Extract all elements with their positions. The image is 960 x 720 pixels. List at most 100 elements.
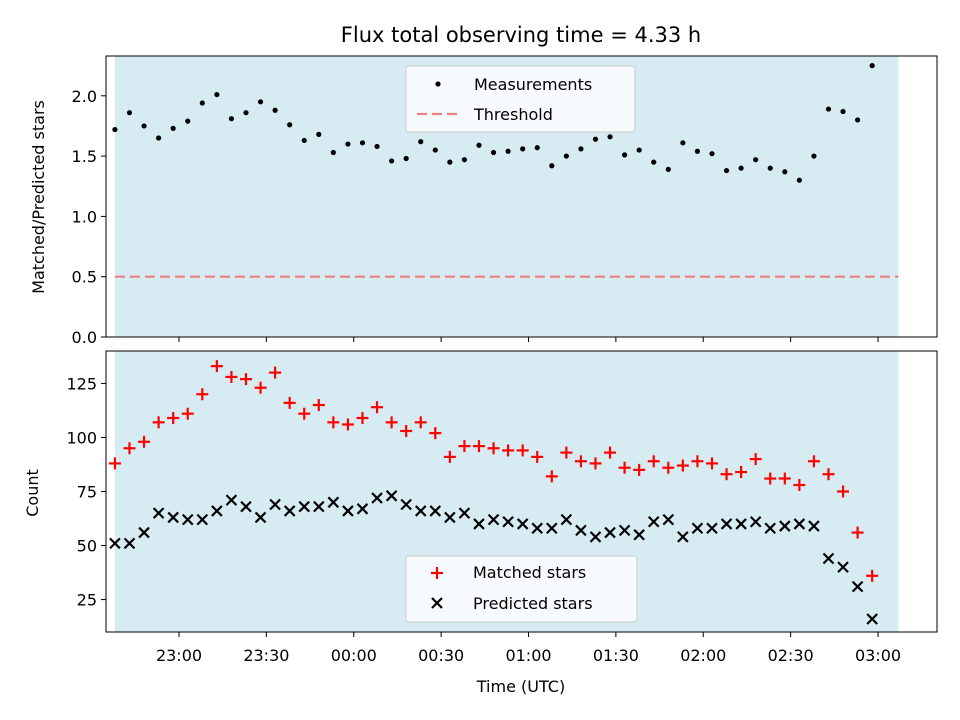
measurement-point	[432, 147, 438, 153]
measurement-point	[578, 146, 584, 152]
y-tick: 100	[66, 428, 106, 447]
matched-star-point	[618, 461, 631, 474]
matched-star-point	[472, 440, 485, 453]
matched-star-point	[633, 463, 646, 476]
matched-star-point	[108, 457, 121, 470]
x-tick-label: 02:30	[768, 646, 814, 665]
bottom-x-ticks: 23:00 23:30 00:00 00:30 01:00 01:30 02:00 02:30…	[156, 632, 901, 665]
x-tick-label: 00:30	[418, 646, 464, 665]
matched-star-point	[778, 472, 791, 485]
matched-star-point	[720, 468, 733, 481]
predicted-star-point	[618, 524, 631, 537]
matched-star-point	[152, 416, 165, 429]
matched-star-point	[400, 424, 413, 437]
matched-star-point	[793, 479, 806, 492]
x-tick: 02:00	[680, 632, 726, 665]
measurement-point	[811, 153, 817, 159]
matched-star-point	[356, 412, 369, 425]
y-tick: 125	[66, 374, 106, 393]
measurement-point	[723, 167, 730, 174]
matched-star-point	[429, 427, 442, 440]
matched-star-point	[298, 407, 311, 420]
matched-star-point	[371, 401, 384, 414]
measurement-point	[607, 134, 613, 140]
matched-star-point	[167, 412, 180, 425]
matched-star-point	[516, 444, 529, 457]
x-axis-label: Time (UTC)	[476, 677, 565, 696]
predicted-star-point	[385, 490, 398, 502]
x-tick: 00:00	[331, 632, 377, 665]
threshold-legend-label: Threshold	[473, 105, 553, 124]
top-y-ticks: 0.0 0.5 1.0 1.5 2.0	[72, 87, 106, 347]
predicted-star-point	[356, 503, 369, 515]
measurement-point	[345, 141, 351, 147]
y-tick: 25	[77, 591, 106, 610]
predicted-star-point	[735, 518, 747, 530]
predicted-star-point	[502, 515, 514, 528]
predicted-star-point	[487, 513, 500, 526]
bottom-axes-frame	[105, 350, 938, 633]
matched-star-point	[749, 453, 762, 466]
measurement-point	[767, 165, 773, 171]
measurement-point	[272, 107, 278, 113]
matched-star-point	[604, 446, 617, 459]
matched-star-point	[210, 360, 223, 373]
predicted-star-point	[706, 522, 718, 535]
measurement-point	[228, 116, 235, 122]
measurement-point	[476, 142, 482, 148]
y-tick: 0.0	[72, 328, 106, 347]
measurement-point	[825, 106, 832, 112]
matched-star-point	[851, 526, 864, 539]
predicted-star-point	[298, 500, 311, 513]
predicted-stars-points	[109, 490, 878, 625]
matched-star-point	[545, 470, 558, 483]
y-tick-label: 100	[66, 428, 97, 447]
x-tick-label: 02:00	[680, 646, 726, 665]
predicted-star-point	[604, 526, 616, 539]
predicted-star-point	[516, 518, 529, 530]
x-tick: 00:30	[418, 632, 464, 665]
x-tick: 02:30	[768, 632, 814, 665]
predicted-star-point	[181, 513, 194, 526]
measurement-point	[359, 140, 366, 146]
y-tick-label: 125	[66, 374, 97, 393]
predicted-star-point	[720, 518, 733, 530]
measurement-point	[680, 140, 686, 146]
y-tick-label: 0.5	[72, 268, 97, 287]
matched-star-point	[647, 455, 660, 468]
matched-star-point	[385, 416, 398, 429]
matched-legend-label: Matched stars	[473, 563, 586, 582]
predicted-star-point	[269, 498, 281, 511]
matched-star-point	[589, 457, 602, 470]
measurement-point	[141, 123, 147, 129]
x-tick: 23:30	[243, 632, 289, 665]
measurement-point	[287, 122, 293, 128]
predicted-star-point	[779, 520, 791, 532]
predicted-star-point	[254, 511, 267, 524]
predicted-star-point	[677, 531, 689, 543]
measurement-point	[665, 166, 671, 172]
bottom-legend-box	[405, 555, 638, 623]
measurement-point	[651, 159, 657, 165]
predicted-star-point	[647, 515, 660, 528]
y-tick-label: 1.0	[72, 207, 97, 226]
measurement-point	[505, 148, 511, 154]
x-tick: 01:30	[593, 632, 639, 665]
measurement-point	[170, 125, 176, 131]
measurement-point	[782, 169, 788, 175]
matched-star-point	[239, 373, 252, 386]
y-tick: 50	[77, 537, 106, 556]
predicted-star-point	[225, 494, 238, 506]
measurement-point	[374, 143, 380, 150]
measurement-point	[520, 146, 526, 152]
matched-star-point	[269, 366, 282, 379]
measurement-point	[869, 63, 875, 69]
predicted-star-point	[167, 511, 179, 524]
measurement-point	[112, 126, 118, 133]
predicted-star-point	[327, 496, 340, 509]
matched-star-point	[254, 381, 267, 394]
top-axes-frame	[105, 55, 938, 338]
matched-star-point	[312, 399, 325, 412]
predicted-star-point	[109, 537, 121, 550]
matched-star-point	[676, 459, 689, 472]
